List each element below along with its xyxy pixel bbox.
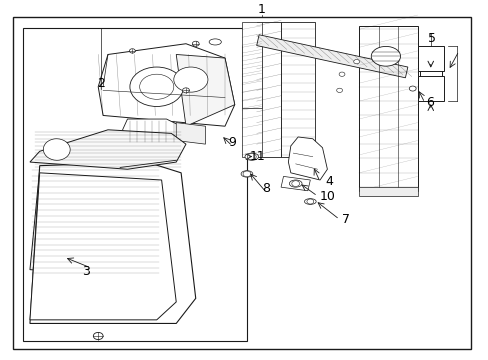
Bar — [22, 28, 246, 341]
Bar — [417, 45, 444, 71]
Ellipse shape — [289, 180, 302, 187]
Polygon shape — [122, 119, 181, 144]
Polygon shape — [281, 22, 315, 157]
Polygon shape — [176, 54, 234, 126]
Polygon shape — [358, 26, 417, 191]
Circle shape — [408, 86, 415, 91]
Circle shape — [336, 88, 342, 93]
Bar — [417, 76, 444, 101]
Polygon shape — [288, 137, 327, 180]
Circle shape — [338, 72, 344, 76]
Circle shape — [93, 332, 103, 339]
Text: 11: 11 — [249, 150, 264, 163]
Polygon shape — [256, 22, 281, 157]
Polygon shape — [98, 44, 234, 126]
Polygon shape — [242, 22, 261, 108]
Circle shape — [306, 199, 313, 204]
Text: 9: 9 — [228, 136, 236, 149]
Polygon shape — [242, 45, 261, 157]
Circle shape — [243, 171, 250, 177]
Polygon shape — [256, 35, 407, 78]
Circle shape — [173, 67, 207, 92]
Polygon shape — [30, 173, 176, 320]
Ellipse shape — [304, 199, 316, 204]
Circle shape — [129, 49, 135, 53]
Text: 2: 2 — [97, 77, 104, 90]
Circle shape — [182, 88, 189, 93]
Polygon shape — [30, 169, 166, 277]
Polygon shape — [30, 162, 195, 323]
Text: 4: 4 — [325, 175, 332, 188]
Ellipse shape — [370, 46, 400, 66]
Bar — [358, 187, 417, 196]
Circle shape — [247, 153, 256, 160]
Circle shape — [140, 74, 173, 99]
Text: 7: 7 — [341, 213, 349, 226]
Ellipse shape — [244, 153, 258, 160]
Text: 10: 10 — [320, 190, 335, 203]
Circle shape — [291, 181, 299, 186]
Circle shape — [353, 59, 359, 64]
Text: 1: 1 — [257, 3, 265, 16]
Polygon shape — [30, 130, 185, 169]
Circle shape — [130, 67, 183, 107]
Text: 5: 5 — [427, 32, 435, 45]
Polygon shape — [176, 123, 205, 144]
Text: 6: 6 — [425, 96, 433, 109]
Polygon shape — [281, 176, 310, 191]
Ellipse shape — [43, 139, 70, 160]
Ellipse shape — [209, 39, 221, 45]
Text: 3: 3 — [82, 265, 90, 278]
Text: 8: 8 — [262, 183, 270, 195]
Circle shape — [192, 41, 199, 46]
Ellipse shape — [241, 171, 252, 177]
